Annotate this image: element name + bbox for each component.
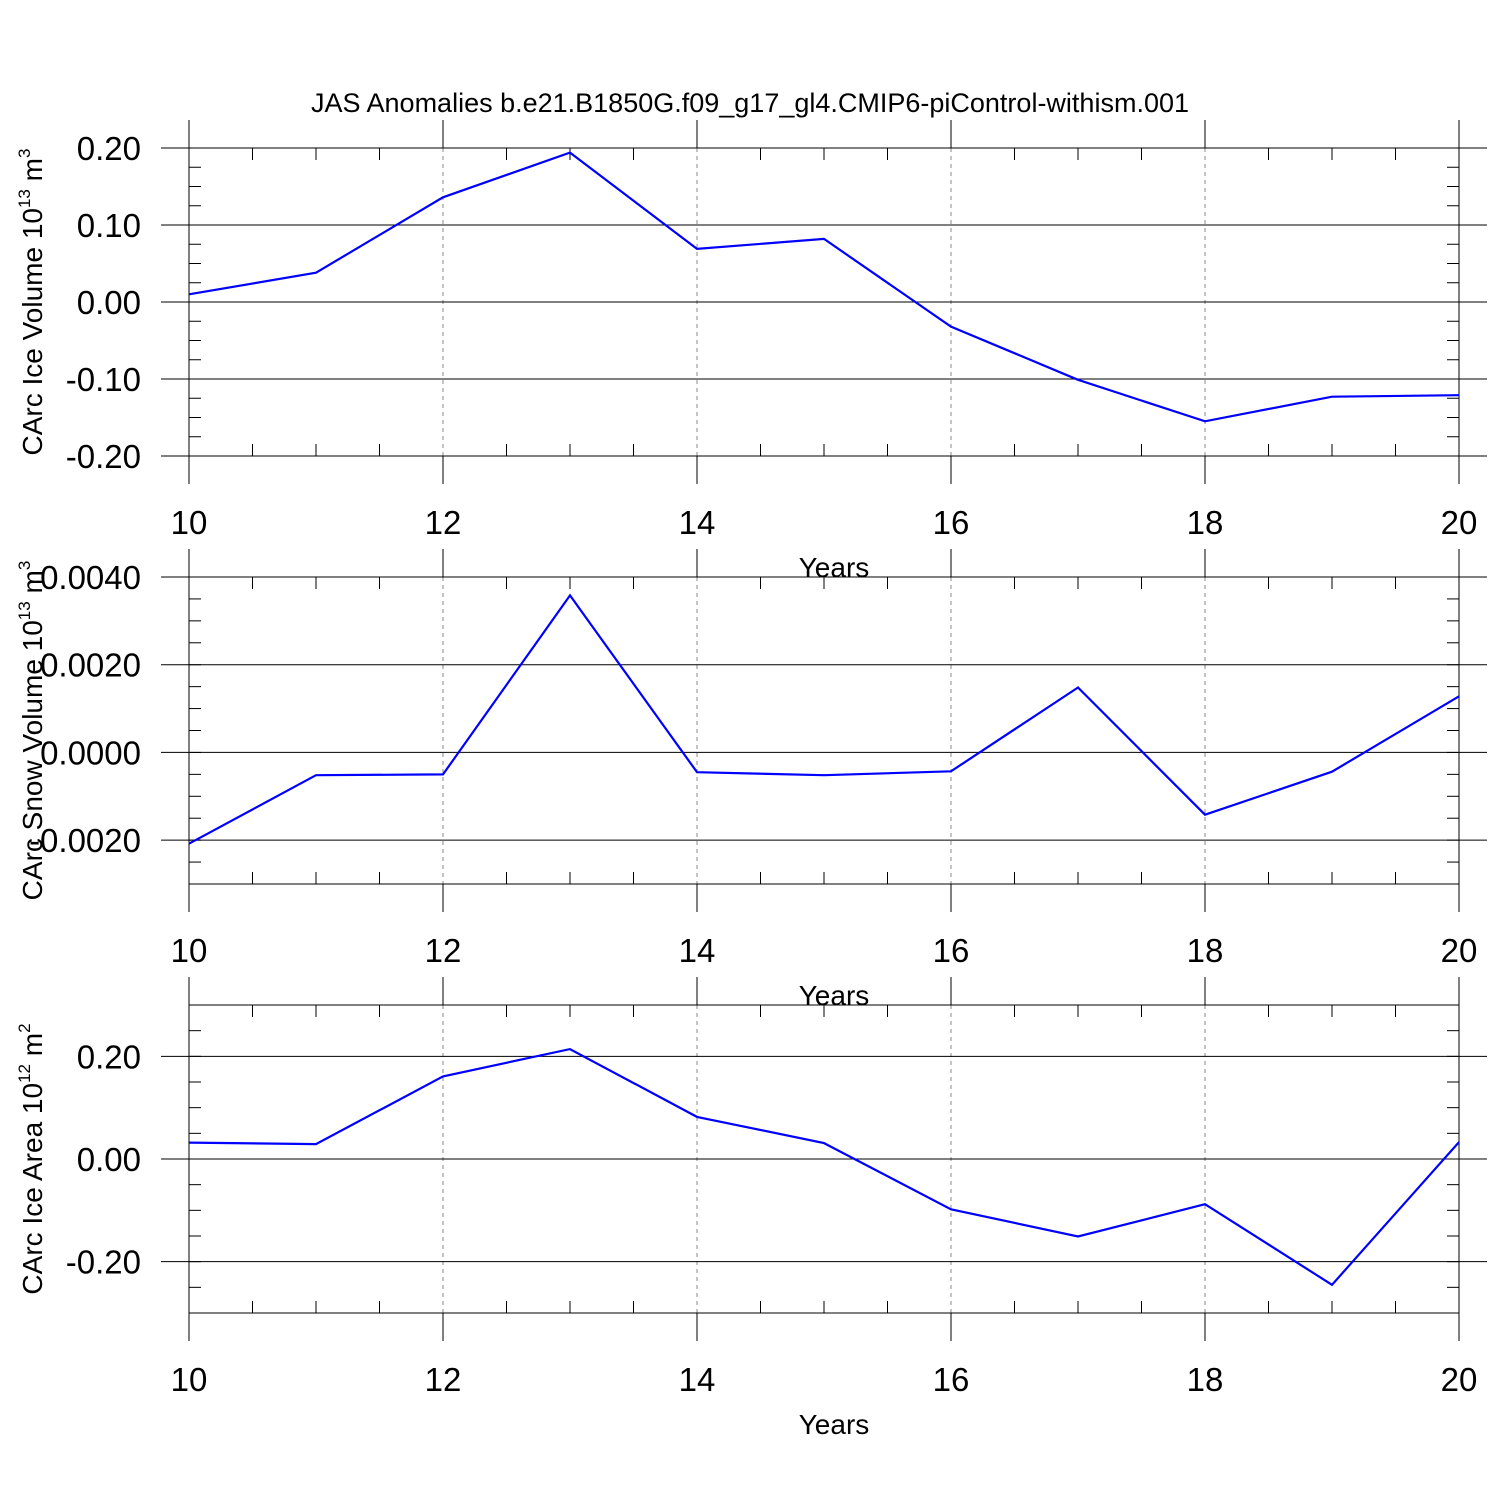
series-line [188, 151, 1460, 423]
y-tick-label: 0.20 [77, 1038, 141, 1075]
y-tick-label: 0.00 [77, 284, 141, 321]
y-axis-label: CArc Ice Area 1012 m2 [15, 1023, 48, 1294]
y-tick-label: 0.00 [77, 1141, 141, 1178]
x-tick-label: 10 [171, 504, 208, 541]
x-tick-label: 14 [679, 504, 716, 541]
y-axis-label-unit: m [17, 1033, 48, 1064]
panel-2: -0.0020 0.0000 0.0020 0.0040 10 12 14 16 18 20 Yea… [15, 549, 1487, 1011]
y-axis-label-unit: m [17, 570, 48, 601]
y-tick-label: -0.20 [66, 1244, 141, 1281]
y-axis-label-unit-exponent: 3 [15, 561, 34, 570]
x-tick-label: 16 [933, 504, 970, 541]
y-axis-label-main: CArc Snow Volume 10 [17, 620, 48, 900]
y-axis-label-exponent: 12 [15, 1064, 34, 1083]
x-tick-label: 18 [1187, 504, 1224, 541]
chart-title: JAS Anomalies b.e21.B1850G.f09_g17_gl4.C… [311, 88, 1189, 118]
panel-1: -0.20 -0.10 0.00 0.10 0.20 10 12 14 16 18 20 Years C… [15, 120, 1487, 583]
x-tick-label: 20 [1441, 932, 1478, 969]
y-axis-label-unit-exponent: 2 [15, 1023, 34, 1032]
x-tick-label: 18 [1187, 1361, 1224, 1398]
x-tick-label: 10 [171, 1361, 208, 1398]
y-tick-label: 0.0000 [40, 734, 141, 771]
y-tick-label: -0.10 [66, 361, 141, 398]
x-tick-label: 18 [1187, 932, 1224, 969]
y-axis-label-exponent: 13 [15, 189, 34, 208]
y-axis-label-main: CArc Ice Volume 10 [17, 208, 48, 455]
y-axis-label-main: CArc Ice Area 10 [17, 1083, 48, 1295]
series-line [188, 593, 1460, 845]
x-axis-label: Years [799, 1409, 870, 1440]
x-tick-label: 16 [933, 1361, 970, 1398]
panel-3: -0.20 0.00 0.20 10 12 14 16 18 20 Years CArc Ice A… [15, 977, 1487, 1440]
y-tick-label: 0.20 [77, 130, 141, 167]
x-axis-label: Years [799, 552, 870, 583]
y-axis-label-unit-exponent: 3 [15, 149, 34, 158]
y-axis-label-exponent: 13 [15, 601, 34, 620]
x-axis-label: Years [799, 980, 870, 1011]
x-tick-label: 14 [679, 1361, 716, 1398]
y-axis-label: CArc Ice Volume 1013 m3 [15, 149, 48, 456]
series-line [188, 1047, 1460, 1287]
x-tick-label: 16 [933, 932, 970, 969]
x-tick-label: 10 [171, 932, 208, 969]
x-tick-label: 14 [679, 932, 716, 969]
y-tick-label: 0.10 [77, 207, 141, 244]
y-tick-label: -0.0020 [29, 822, 141, 859]
y-axis-label-unit: m [17, 158, 48, 189]
y-tick-label: -0.20 [66, 438, 141, 475]
y-tick-label: 0.0040 [40, 559, 141, 596]
y-tick-label: 0.0020 [40, 647, 141, 684]
x-tick-label: 12 [425, 504, 462, 541]
x-tick-label: 20 [1441, 1361, 1478, 1398]
x-tick-label: 20 [1441, 504, 1478, 541]
y-axis-label: CArc Snow Volume 1013 m3 [15, 561, 48, 901]
x-tick-label: 12 [425, 932, 462, 969]
x-tick-label: 12 [425, 1361, 462, 1398]
